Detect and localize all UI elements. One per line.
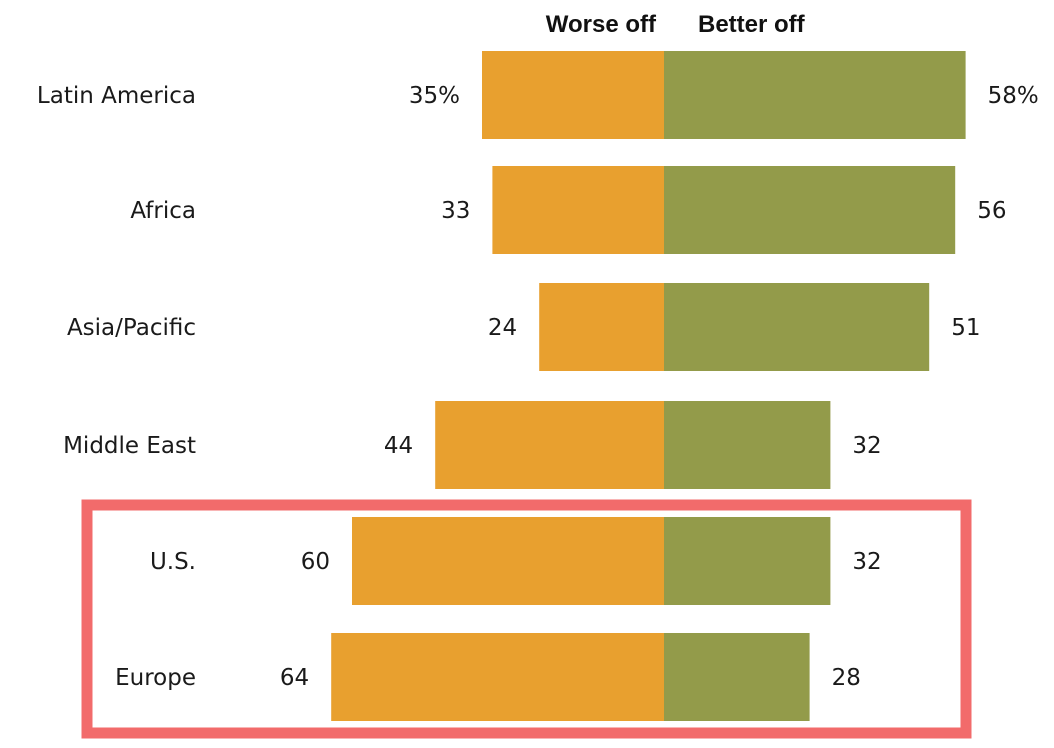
value-label-better-off-u-s: 32: [852, 549, 881, 575]
value-label-worse-off-middle-east: 44: [384, 433, 413, 459]
region-label-u-s: U.S.: [150, 549, 196, 575]
highlight-box: [81, 499, 972, 739]
bar-better-off-africa: [664, 166, 956, 254]
region-label-middle-east: Middle East: [63, 433, 196, 459]
bar-better-off-middle-east: [664, 401, 831, 489]
bar-better-off-europe: [664, 633, 810, 721]
value-label-worse-off-u-s: 60: [301, 549, 330, 575]
legend-label-worse-off: Worse off: [546, 11, 657, 38]
bar-worse-off-europe: [331, 633, 664, 721]
legend-label-better-off: Better off: [698, 11, 806, 38]
value-label-better-off-asia-pacific: 51: [951, 315, 980, 341]
bar-worse-off-u-s: [352, 517, 664, 605]
highlight-layer: [81, 499, 972, 739]
value-label-worse-off-asia-pacific: 24: [488, 315, 517, 341]
bars-layer: [331, 51, 966, 721]
bar-better-off-asia-pacific: [664, 283, 930, 371]
value-label-worse-off-europe: 64: [280, 665, 309, 691]
legend: Worse off Better off: [546, 11, 806, 38]
bar-better-off-latin-america: [664, 51, 966, 139]
region-label-africa: Africa: [130, 198, 196, 224]
bar-worse-off-africa: [492, 166, 664, 254]
value-label-better-off-europe: 28: [832, 665, 861, 691]
value-label-better-off-middle-east: 32: [852, 433, 881, 459]
region-label-europe: Europe: [115, 665, 196, 691]
bar-worse-off-middle-east: [435, 401, 664, 489]
bar-worse-off-asia-pacific: [539, 283, 664, 371]
value-label-worse-off-africa: 33: [441, 198, 470, 224]
labels-layer: Latin America 35% 58% Africa 33 56 Asia/Pacifi…: [37, 83, 1039, 691]
value-label-worse-off-latin-america: 35%: [409, 83, 460, 109]
bar-better-off-u-s: [664, 517, 831, 605]
bar-worse-off-latin-america: [482, 51, 664, 139]
value-label-better-off-africa: 56: [977, 198, 1006, 224]
region-label-latin-america: Latin America: [37, 83, 196, 109]
value-label-better-off-latin-america: 58%: [988, 83, 1039, 109]
region-label-asia-pacific: Asia/Pacific: [67, 315, 196, 341]
